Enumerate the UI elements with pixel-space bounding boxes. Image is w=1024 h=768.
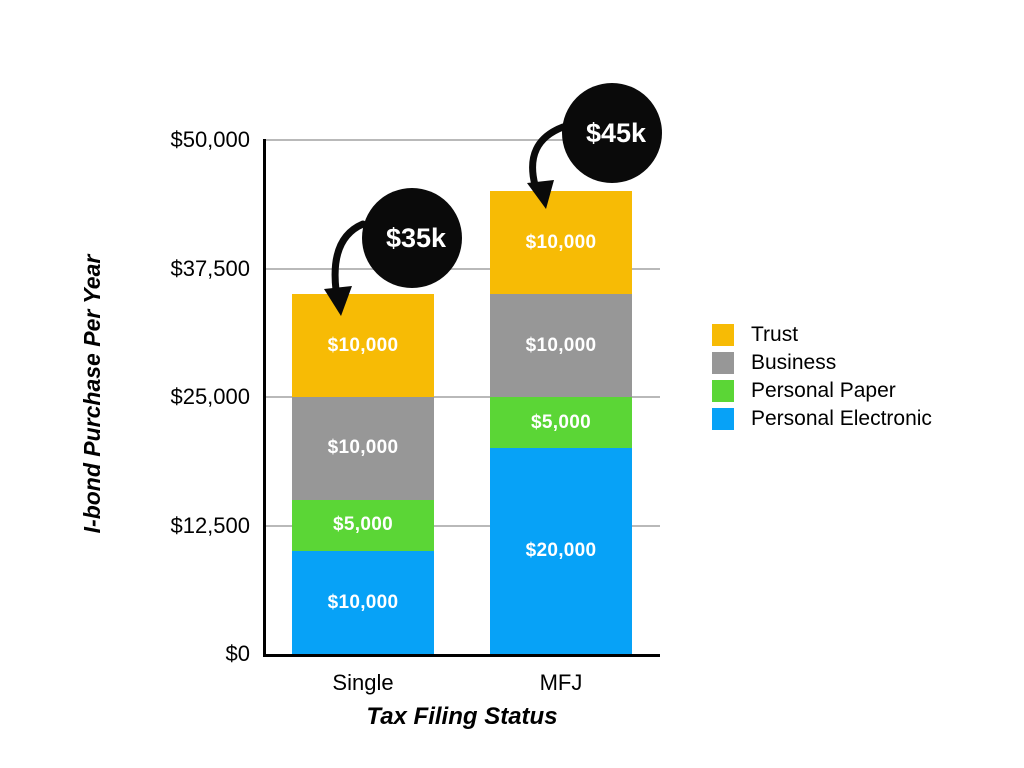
y-tick-label: $25,000 <box>170 384 250 409</box>
legend-swatch <box>712 324 734 346</box>
x-tick-label-mfj: MFJ <box>539 670 583 695</box>
gridline <box>263 267 660 270</box>
y-axis-title: I-bond Purchase Per Year <box>79 254 105 534</box>
bar-segment-personal-electronic: $10,000 <box>292 551 434 654</box>
bar-segment-value-label: $10,000 <box>525 334 597 356</box>
gridline <box>263 139 660 141</box>
bar-segment-trust: $10,000 <box>490 191 632 295</box>
legend-swatch <box>712 408 734 430</box>
legend-label: Personal Paper <box>751 379 896 402</box>
x-axis-spine <box>263 654 660 657</box>
legend-swatch <box>712 380 734 402</box>
legend-label: Trust <box>751 323 799 346</box>
callout-arrow-single <box>331 220 367 294</box>
bar-segment-personal-paper: $5,000 <box>490 397 632 449</box>
bar-segment-value-label: $10,000 <box>525 231 597 253</box>
legend-item-business: Business <box>712 351 932 374</box>
y-tick-label: $37,500 <box>170 255 250 281</box>
callout-arrow-mfj <box>529 123 567 189</box>
bar-segment-value-label: $10,000 <box>327 334 399 356</box>
bar-segment-business: $10,000 <box>292 397 434 500</box>
y-axis-spine <box>263 139 266 657</box>
bar-segment-value-label: $5,000 <box>333 514 393 536</box>
y-tick-label: $50,000 <box>170 127 250 152</box>
legend-label: Business <box>751 351 837 374</box>
bar-segment-value-label: $20,000 <box>525 540 597 562</box>
legend: Trust Business Personal Paper Personal Elec… <box>712 323 932 436</box>
callout-mfj-total: $45k <box>562 83 662 183</box>
legend-item-personal-electronic: Personal Electronic <box>712 407 932 430</box>
callout-single-total-label: $35k <box>385 222 447 253</box>
y-tick-label: $0 <box>225 641 250 666</box>
legend-item-personal-paper: Personal Paper <box>712 379 932 402</box>
bar-segment-value-label: $10,000 <box>327 437 399 459</box>
gridline <box>263 524 660 527</box>
x-axis-title: Tax Filing Status <box>366 703 558 730</box>
y-tick-label: $12,500 <box>170 512 250 538</box>
legend-label: Personal Electronic <box>751 407 932 430</box>
legend-item-trust: Trust <box>712 323 932 346</box>
bar-segment-value-label: $10,000 <box>327 591 399 613</box>
bar-segment-trust: $10,000 <box>292 294 434 397</box>
bar-segment-value-label: $5,000 <box>531 411 591 433</box>
bar-segment-personal-paper: $5,000 <box>292 499 434 552</box>
x-tick-label-single: Single <box>332 670 394 695</box>
callout-mfj-total-label: $45k <box>585 117 647 148</box>
gridline <box>263 396 660 398</box>
bar-segment-personal-electronic: $20,000 <box>490 448 632 654</box>
legend-swatch <box>712 352 734 374</box>
bar-segment-business: $10,000 <box>490 294 632 397</box>
callout-single-total: $35k <box>362 188 462 288</box>
